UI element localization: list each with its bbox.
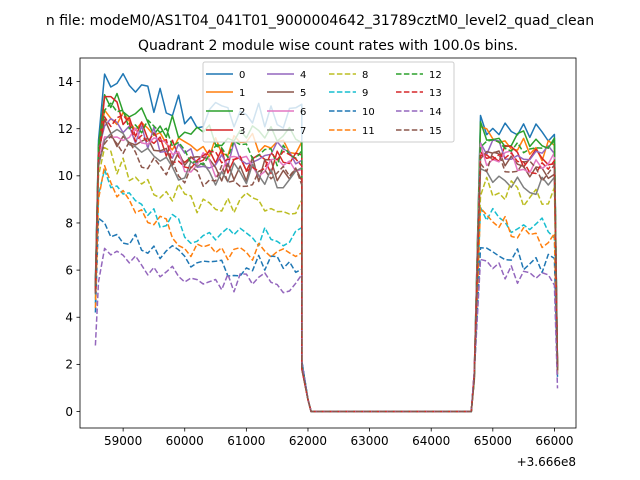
y-tick-label: 2	[65, 358, 73, 372]
legend-label-3: 3	[239, 126, 245, 137]
y-tick-label: 6	[65, 263, 73, 277]
series-layer	[94, 72, 559, 413]
x-tick-label: 63000	[350, 434, 388, 448]
x-tick-label: 61000	[227, 434, 265, 448]
chart-title: Quadrant 2 module wise count rates with …	[138, 38, 518, 54]
y-tick-label: 12	[58, 122, 73, 136]
legend-label-7: 7	[300, 126, 306, 137]
y-tick-label: 10	[58, 169, 73, 183]
y-tick-label: 8	[65, 216, 73, 230]
legend-label-4: 4	[300, 70, 306, 81]
x-tick-label: 62000	[289, 434, 327, 448]
legend-label-11: 11	[362, 126, 375, 137]
legend-label-10: 10	[362, 107, 375, 118]
x-tick-label: 60000	[166, 434, 204, 448]
legend-label-2: 2	[239, 107, 245, 118]
x-tick-label: 59000	[104, 434, 142, 448]
legend-label-0: 0	[239, 70, 245, 81]
series-line-8	[94, 146, 559, 413]
y-tick-label: 4	[65, 311, 73, 325]
axes-frame	[79, 57, 577, 429]
x-axis-offset-text: +3.666e8	[517, 455, 576, 469]
x-tick-label: 64000	[412, 434, 450, 448]
y-tick-label: 14	[58, 75, 73, 89]
series-line-15	[94, 135, 559, 413]
legend-label-13: 13	[429, 88, 442, 99]
legend-label-5: 5	[300, 88, 306, 99]
legend-label-12: 12	[429, 70, 442, 81]
y-tick-label: 0	[65, 405, 73, 419]
legend-label-1: 1	[239, 88, 245, 99]
y-axis: 0 2 4 6 8 10 12 14	[58, 75, 80, 419]
x-axis: 59000 60000 61000 62000 63000 64000 65000 66000	[104, 428, 574, 448]
legend-label-14: 14	[429, 107, 442, 118]
figure-suptitle: n file: modeM0/AS1T04_041T01_9000004642_…	[46, 13, 594, 29]
legend-box	[202, 61, 455, 143]
series-line-10	[94, 217, 559, 413]
legend-label-15: 15	[429, 126, 442, 137]
legend-label-8: 8	[362, 70, 368, 81]
x-tick-label: 65000	[474, 434, 512, 448]
legend-label-9: 9	[362, 88, 368, 99]
series-line-14	[94, 247, 559, 413]
x-tick-label: 66000	[535, 434, 573, 448]
legend-label-6: 6	[300, 107, 306, 118]
